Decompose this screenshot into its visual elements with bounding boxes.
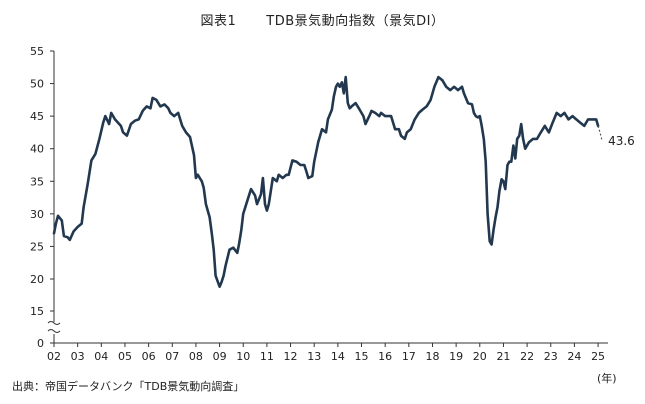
x-tick-label: 17 <box>402 350 416 363</box>
axes <box>47 51 608 344</box>
x-tick-label: 07 <box>165 350 179 363</box>
x-tick-label: 22 <box>520 350 534 363</box>
x-tick-label: 21 <box>496 350 510 363</box>
y-tick-label: 15 <box>30 305 44 318</box>
figure-title: TDB景気動向指数（景気DI） <box>266 14 445 29</box>
y-tick-label: 0 <box>37 337 44 350</box>
x-tick-label: 18 <box>425 350 439 363</box>
x-tick-labels: 02 03 04 05 06 07 08 09 10 11 12 13 14 15 16 17 18 19 20 21… <box>47 343 605 363</box>
x-tick-label: 05 <box>118 350 132 363</box>
y-tick-label: 40 <box>30 143 44 156</box>
x-tick-label: 11 <box>260 350 274 363</box>
y-tick-label: 25 <box>30 240 44 253</box>
x-tick-label: 08 <box>189 350 203 363</box>
x-tick-label: 09 <box>213 350 227 363</box>
x-tick-label: 16 <box>378 350 392 363</box>
y-tick-label: 20 <box>30 273 44 286</box>
y-tick-label: 55 <box>30 45 44 58</box>
x-tick-label: 24 <box>567 350 581 363</box>
y-tick-label: 30 <box>30 208 44 221</box>
y-tick-label: 45 <box>30 110 44 123</box>
end-value-label: 43.6 <box>608 134 635 148</box>
x-tick-label: 14 <box>331 350 345 363</box>
x-tick-label: 03 <box>71 350 85 363</box>
x-tick-label: 20 <box>473 350 487 363</box>
x-tick-label: 10 <box>236 350 250 363</box>
axis-break-mark-bottom <box>47 329 61 333</box>
series-lines <box>52 75 603 288</box>
y-tick-labels: 0 15 20 25 30 35 40 45 50 55 <box>30 45 54 350</box>
x-tick-label: 25 <box>591 350 605 363</box>
x-tick-label: 13 <box>307 350 321 363</box>
end-value-label-group: 43.6 <box>608 134 635 148</box>
chart-title: 図表1 TDB景気動向指数（景気DI） <box>0 10 645 29</box>
y-tick-label: 35 <box>30 175 44 188</box>
x-tick-label: 02 <box>47 350 61 363</box>
projection-dashed-line <box>597 125 603 142</box>
figure-number: 図表1 <box>200 14 237 29</box>
x-axis-unit: (年) <box>597 372 617 385</box>
x-tick-label: 19 <box>449 350 463 363</box>
series-line-0 <box>52 75 600 288</box>
x-tick-label: 23 <box>544 350 558 363</box>
x-tick-label: 12 <box>284 350 298 363</box>
x-tick-label: 04 <box>94 350 108 363</box>
x-tick-label: 06 <box>142 350 156 363</box>
x-tick-label: 15 <box>355 350 369 363</box>
axis-break-mark-top <box>47 321 61 325</box>
y-tick-label: 50 <box>30 78 44 91</box>
source-note: 出典：帝国データバンク「TDB景気動向調査」 <box>12 380 245 393</box>
